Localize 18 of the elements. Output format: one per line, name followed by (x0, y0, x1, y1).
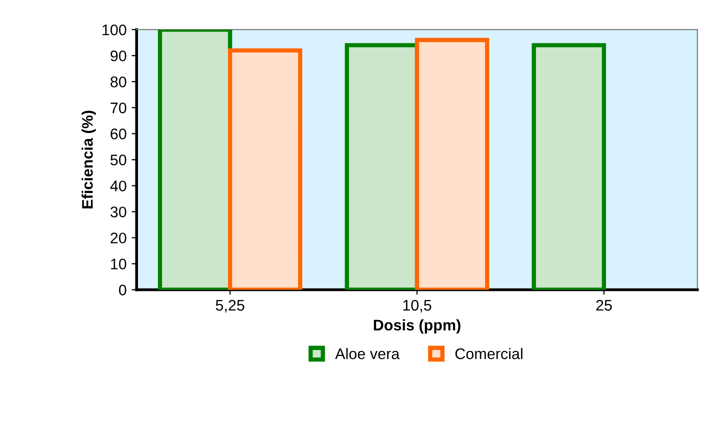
y-tick-label: 100 (102, 24, 126, 36)
y-tick-label: 90 (110, 50, 126, 62)
legend-label: Aloe vera (335, 348, 400, 360)
legend-label: Comercial (455, 348, 522, 360)
y-tick-label: 10 (111, 258, 126, 270)
y-tick-label: 70 (110, 102, 126, 114)
y-tick-label: 50 (110, 154, 126, 166)
x-tick-label: 25 (596, 300, 612, 311)
y-tick-label: 40 (110, 180, 126, 192)
y-tick-label: 60 (110, 128, 126, 140)
x-tick-label: 5,25 (216, 300, 244, 313)
y-tick-label: 20 (110, 232, 126, 244)
x-tick-label: 10,5 (403, 300, 432, 313)
y-tick-label: 80 (110, 76, 126, 88)
y-axis-title: Eficiencia (%) (82, 110, 96, 208)
y-tick-label: 30 (110, 206, 126, 218)
x-axis-title: Dosis (ppm) (374, 319, 460, 334)
y-tick-label: 0 (118, 284, 126, 296)
